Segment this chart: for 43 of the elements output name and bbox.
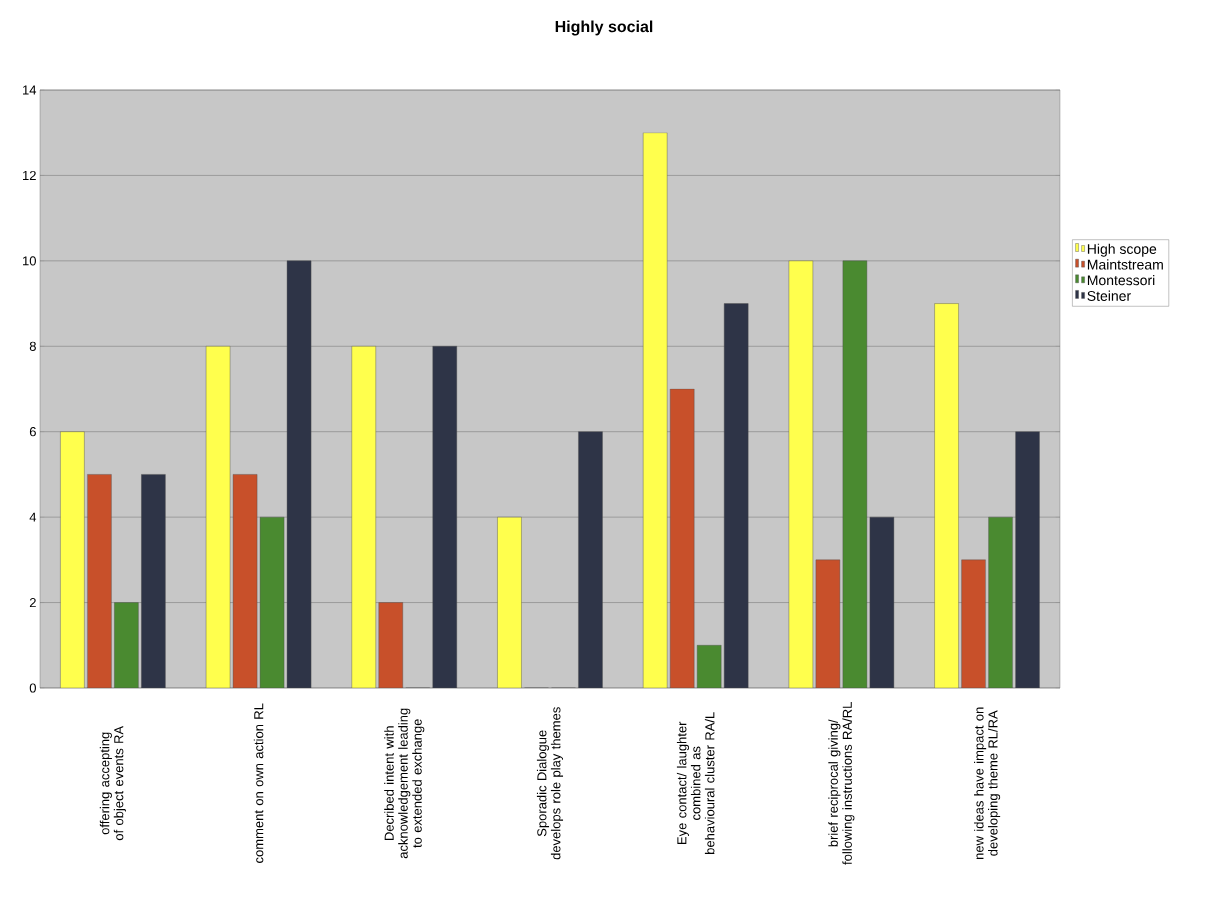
bar bbox=[1015, 431, 1040, 688]
y-tick-label: 2 bbox=[29, 598, 36, 608]
bar bbox=[934, 303, 959, 688]
x-tick-label: offering accepting of object events RA bbox=[99, 725, 126, 841]
bar bbox=[578, 431, 603, 688]
bar bbox=[378, 602, 403, 688]
bar bbox=[961, 559, 986, 688]
chart-title: Highly social bbox=[555, 20, 653, 36]
bar bbox=[259, 516, 285, 688]
y-tick-label: 0 bbox=[29, 683, 36, 693]
y-tick-label: 6 bbox=[29, 427, 36, 437]
bar bbox=[497, 516, 522, 688]
bar bbox=[205, 346, 231, 688]
bar bbox=[788, 260, 814, 688]
legend-label: Montessori bbox=[1087, 274, 1155, 286]
bar bbox=[141, 474, 166, 688]
bar bbox=[988, 516, 1013, 688]
legend-label: Maintstream bbox=[1087, 259, 1163, 270]
x-tick-label: Eye contact/ laughter combined as behavioural cluster RA/L bbox=[676, 712, 715, 854]
bar bbox=[114, 602, 139, 688]
legend-label: High scope bbox=[1087, 243, 1157, 257]
y-tick-label: 8 bbox=[29, 341, 36, 351]
bar bbox=[232, 474, 258, 688]
legend-label: Steiner bbox=[1087, 290, 1131, 301]
x-tick-label: Decribed intent with acknowledgement leading to extended exchange bbox=[384, 708, 425, 859]
bar bbox=[696, 645, 722, 688]
y-tick-label: 10 bbox=[23, 256, 36, 266]
bar bbox=[815, 559, 841, 688]
bar bbox=[432, 346, 457, 688]
bar bbox=[669, 388, 695, 688]
bar bbox=[723, 303, 749, 688]
bar bbox=[87, 474, 112, 688]
y-tick-label: 4 bbox=[29, 512, 37, 522]
bar bbox=[60, 431, 85, 688]
x-tick-label: Sporadic Dialogue develops role play themes bbox=[536, 707, 564, 860]
bar bbox=[642, 132, 668, 688]
x-tick-label: new ideas have impact on developing theme RL/RA bbox=[974, 707, 1001, 860]
bar bbox=[351, 346, 376, 688]
y-tick-label: 12 bbox=[23, 170, 36, 180]
x-tick-label: brief reciprocal giving/ following instructions RA/RL bbox=[828, 702, 855, 865]
bar bbox=[842, 260, 868, 688]
x-tick-label: comment on own action RL bbox=[253, 703, 264, 863]
y-tick-label: 14 bbox=[23, 85, 37, 95]
